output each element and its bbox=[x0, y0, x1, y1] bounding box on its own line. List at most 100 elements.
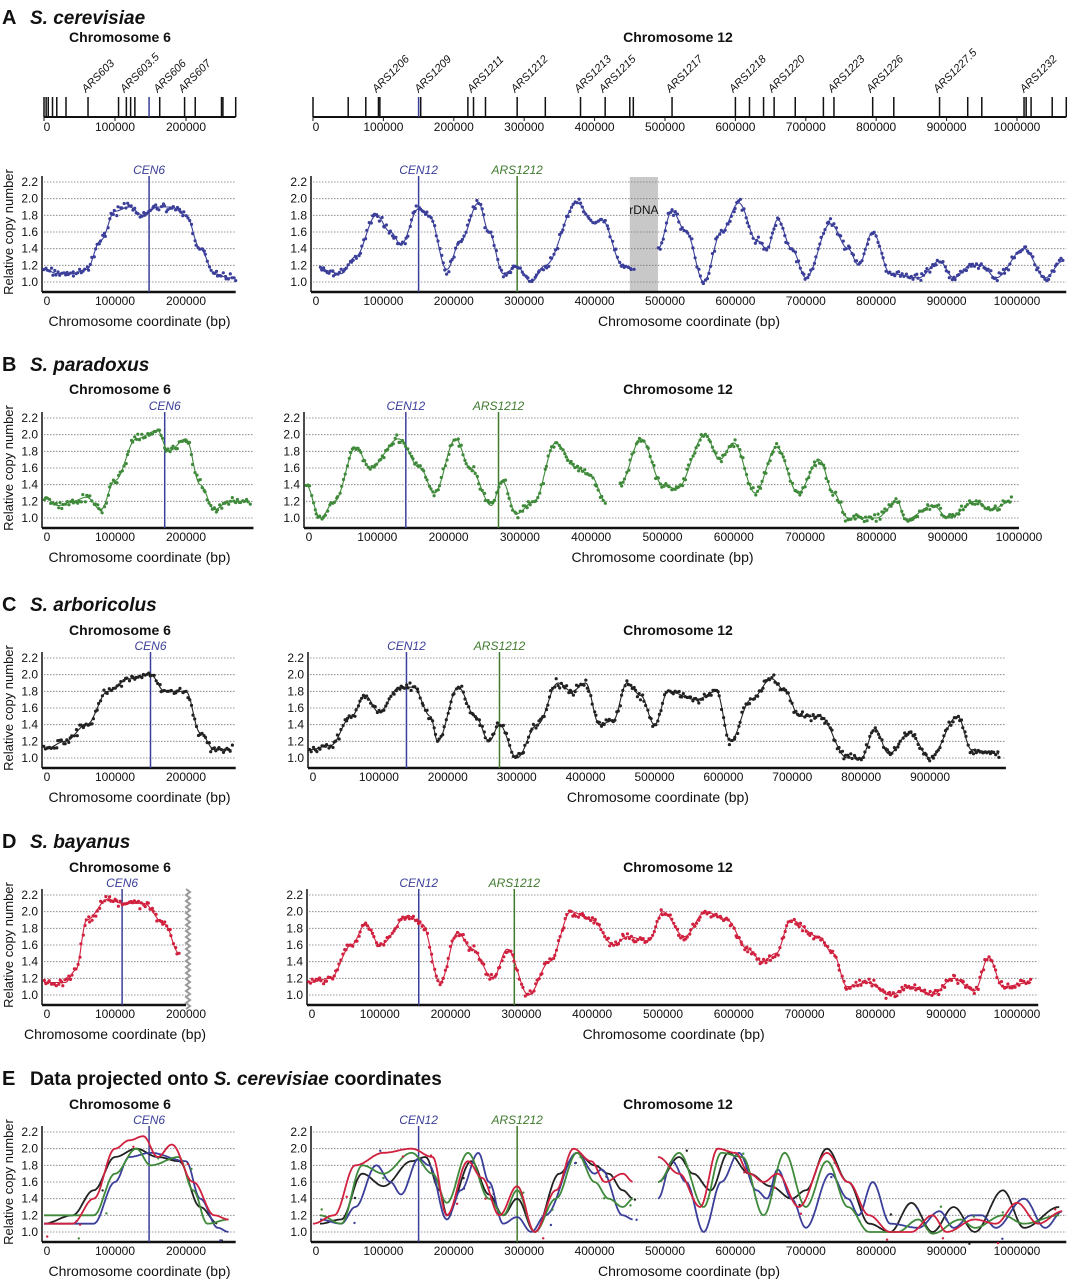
data-point bbox=[221, 750, 226, 755]
smoothed-line bbox=[657, 1147, 1063, 1233]
data-point bbox=[501, 723, 505, 728]
y-tick-label: 1.0 bbox=[287, 751, 304, 765]
data-point bbox=[432, 494, 436, 498]
data-point bbox=[926, 503, 930, 507]
y-tick-label: 1.6 bbox=[283, 461, 300, 475]
data-point bbox=[408, 681, 412, 685]
data-point bbox=[324, 979, 329, 983]
chromosome-6-title: Chromosome 6 bbox=[69, 29, 171, 45]
ars-label: ARS1217 bbox=[663, 53, 706, 96]
data-point bbox=[59, 738, 63, 742]
smoothed-line bbox=[309, 911, 1032, 996]
y-tick-label: 1.4 bbox=[21, 242, 38, 256]
x-tick-label: 0 bbox=[44, 770, 51, 784]
data-point bbox=[638, 698, 643, 702]
y-tick-label: 2.2 bbox=[21, 888, 38, 902]
data-point bbox=[608, 944, 612, 948]
data-point bbox=[775, 442, 779, 446]
data-point bbox=[405, 683, 409, 687]
y-tick-label: 1.8 bbox=[21, 1158, 38, 1172]
data-point bbox=[96, 503, 100, 507]
y-tick-label: 1.4 bbox=[290, 242, 307, 256]
y-tick-label: 1.0 bbox=[21, 751, 38, 765]
x-tick-label: 800000 bbox=[841, 770, 881, 784]
data-point bbox=[697, 701, 701, 705]
data-point bbox=[993, 504, 997, 508]
y-tick-label: 2.2 bbox=[290, 1125, 307, 1139]
data-point bbox=[547, 264, 551, 268]
x-axis-label: Chromosome coordinate (bp) bbox=[598, 313, 780, 329]
data-point bbox=[1024, 245, 1028, 249]
data-point bbox=[230, 496, 234, 500]
data-point bbox=[552, 445, 556, 449]
data-point bbox=[997, 507, 1002, 512]
y-tick-label: 1.2 bbox=[21, 1208, 38, 1222]
data-point bbox=[677, 933, 681, 938]
data-point bbox=[867, 977, 871, 981]
data-point bbox=[542, 1237, 545, 1240]
data-point bbox=[670, 208, 674, 212]
data-point bbox=[461, 933, 465, 937]
data-point bbox=[911, 277, 915, 281]
data-point bbox=[140, 432, 144, 436]
data-point bbox=[150, 432, 155, 436]
data-point bbox=[688, 695, 693, 699]
data-point bbox=[995, 279, 999, 283]
data-point bbox=[925, 267, 929, 271]
data-point bbox=[934, 263, 938, 267]
data-point bbox=[976, 987, 980, 992]
smoothed-line bbox=[44, 1147, 229, 1225]
data-point bbox=[606, 936, 610, 940]
data-point bbox=[116, 904, 120, 908]
data-point bbox=[248, 502, 252, 506]
data-point bbox=[245, 497, 249, 502]
y-tick-label: 1.4 bbox=[290, 1192, 307, 1206]
smoothed-line bbox=[43, 674, 232, 751]
y-tick-label: 2.2 bbox=[21, 651, 38, 665]
series-paradoxus bbox=[304, 432, 1014, 524]
species-name: S. paradoxus bbox=[30, 355, 149, 376]
data-point bbox=[928, 759, 932, 763]
x-tick-label: 100000 bbox=[95, 294, 135, 308]
chromosome-6-title: Chromosome 6 bbox=[69, 381, 171, 397]
data-point bbox=[970, 502, 975, 506]
x-tick-label: 0 bbox=[313, 1244, 320, 1258]
y-tick-label: 1.0 bbox=[286, 988, 303, 1002]
data-point bbox=[732, 210, 736, 214]
y-tick-label: 1.4 bbox=[21, 718, 38, 732]
section-b-title: B S. paradoxus bbox=[2, 354, 149, 376]
data-point bbox=[972, 1215, 976, 1218]
data-point bbox=[762, 247, 766, 251]
y-tick-label: 1.2 bbox=[287, 734, 304, 748]
data-point bbox=[660, 913, 665, 917]
data-point bbox=[629, 1204, 632, 1207]
chromosome-12-title: Chromosome 12 bbox=[623, 1096, 733, 1112]
data-point bbox=[632, 267, 636, 271]
data-point bbox=[603, 1197, 606, 1200]
data-point bbox=[858, 978, 862, 982]
x-tick-label: 800000 bbox=[856, 1244, 896, 1258]
y-tick-label: 1.2 bbox=[21, 734, 38, 748]
data-point bbox=[67, 974, 71, 978]
x-tick-label: 100000 bbox=[363, 1244, 403, 1258]
data-point bbox=[50, 266, 54, 270]
smoothed-line bbox=[619, 434, 1012, 521]
x-tick-label: 700000 bbox=[785, 1007, 825, 1021]
data-point bbox=[71, 501, 75, 505]
data-point bbox=[382, 456, 386, 460]
x-tick-label: 100000 bbox=[95, 530, 135, 544]
data-point bbox=[42, 978, 47, 983]
data-point bbox=[136, 899, 141, 904]
data-point bbox=[928, 270, 932, 274]
y-tick-label: 1.0 bbox=[21, 275, 38, 289]
chromosome-12-title: Chromosome 12 bbox=[623, 859, 733, 875]
data-point bbox=[583, 468, 587, 472]
data-point bbox=[472, 944, 476, 948]
data-point bbox=[516, 516, 520, 520]
data-point bbox=[501, 275, 505, 279]
series-paradoxus bbox=[42, 428, 252, 515]
data-point bbox=[235, 497, 239, 502]
data-point bbox=[83, 500, 87, 504]
data-point bbox=[607, 717, 611, 722]
data-point bbox=[58, 500, 62, 505]
